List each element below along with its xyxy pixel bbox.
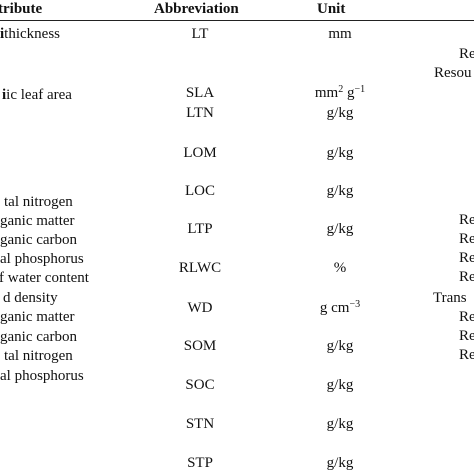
unit-cell: g/kg	[326, 183, 354, 199]
abbreviation-cell: SOC	[185, 377, 215, 393]
attribute-cell: ganic matter	[0, 309, 75, 325]
attribute-cell: al phosphorus	[0, 368, 84, 384]
source-cell: Re	[459, 269, 474, 285]
source-cell: Re	[459, 231, 474, 247]
unit-cell: g/kg	[326, 377, 354, 393]
header-abbreviation: Abbreviation	[154, 1, 239, 17]
attribute-cell: tal nitrogen	[4, 348, 73, 364]
unit-cell: g/kg	[326, 145, 354, 161]
attribute-cell: ganic carbon	[0, 329, 78, 345]
abbreviation-cell: LOC	[185, 183, 215, 199]
source-cell: Re	[459, 250, 474, 266]
source-cell: Trans	[433, 290, 467, 306]
unit-cell: g/kg	[326, 455, 354, 471]
abbreviation-cell: LOM	[183, 145, 217, 161]
abbreviation-cell: RLWC	[178, 260, 222, 276]
source-cell: Re	[459, 212, 474, 228]
attribute-cell: iic leaf area	[2, 87, 72, 103]
header-unit: Unit	[317, 1, 346, 17]
source-cell: Re	[459, 328, 474, 344]
source-cell: Re	[459, 347, 474, 363]
header-attribute: tribute	[0, 1, 43, 17]
abbreviation-cell: LT	[191, 26, 209, 42]
abbreviation-cell: WD	[187, 300, 213, 316]
attribute-cell: f water content	[0, 270, 89, 286]
unit-cell: g/kg	[326, 338, 354, 354]
source-cell: Re	[459, 46, 474, 62]
unit-cell: %	[333, 260, 347, 276]
attribute-cell: ganic matter	[0, 213, 75, 229]
abbreviation-cell: SLA	[185, 85, 215, 101]
abbreviation-cell: STP	[187, 455, 213, 471]
header-rule	[0, 20, 474, 21]
abbreviation-cell: LTP	[187, 221, 213, 237]
source-cell: Re	[459, 309, 474, 325]
abbreviation-cell: STN	[185, 416, 215, 432]
unit-cell: g cm−3	[319, 299, 361, 317]
abbreviation-cell: LTN	[186, 105, 214, 121]
attribute-cell: tal nitrogen	[4, 194, 73, 210]
attribute-cell: d density	[3, 290, 58, 306]
unit-cell: mm	[328, 26, 352, 42]
unit-cell: mm2 g−1	[314, 84, 366, 102]
abbreviation-cell: SOM	[183, 338, 217, 354]
attribute-cell: al phosphorus	[0, 251, 84, 267]
unit-cell: g/kg	[326, 105, 354, 121]
attribute-cell: ithickness	[0, 26, 60, 42]
attribute-cell: ganic carbon	[0, 232, 78, 248]
unit-cell: g/kg	[326, 221, 354, 237]
source-cell: Resou	[434, 65, 472, 81]
unit-cell: g/kg	[326, 416, 354, 432]
